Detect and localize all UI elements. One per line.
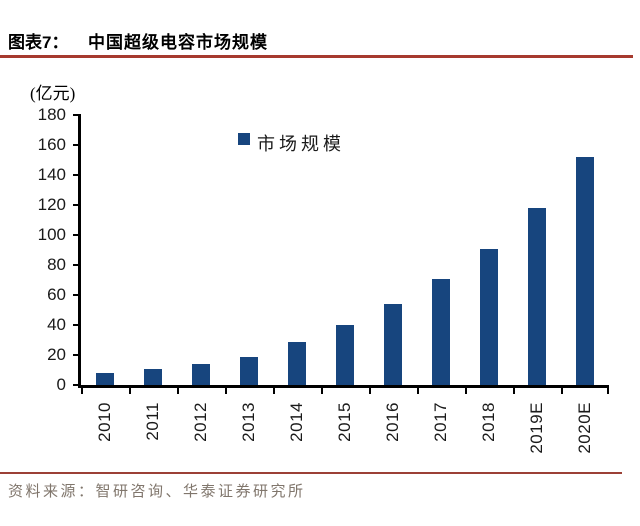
x-axis-label-2016: 2016 [369,402,417,487]
x-axis-label-text: 2011 [143,402,162,441]
x-axis-label-2014: 2014 [273,402,321,487]
y-axis-tick [73,234,81,236]
footer-rule [0,472,622,474]
x-axis-tick [417,388,419,394]
x-axis-label-text: 2016 [383,402,402,442]
bar-2012 [192,364,210,385]
y-axis-tick-label: 180 [37,105,66,124]
bar-2020E [576,157,594,385]
legend-label: 市场规模 [257,134,345,154]
y-axis-tick-label: 100 [37,225,66,244]
y-axis-tick [73,174,81,176]
source-attribution: 资料来源：智研咨询、华泰证券研究所 [8,484,306,500]
x-axis-tick [129,388,131,394]
x-axis-tick [465,388,467,394]
y-axis-tick [73,384,81,386]
x-axis-label-text: 2015 [335,402,354,442]
x-axis-label-text: 2019E [527,402,546,454]
y-axis-tick [73,324,81,326]
y-axis-tick [73,294,81,296]
bar-2019E [528,208,546,385]
x-axis-label-2018: 2018 [465,402,513,487]
x-axis-tick [369,388,371,394]
x-axis-tick [513,388,515,394]
x-axis-label-text: 2018 [479,402,498,442]
x-axis-label-2010: 2010 [81,402,129,487]
x-axis-label-text: 2010 [95,402,114,442]
x-axis-label-text: 2012 [191,402,210,442]
y-axis-tick-label: 40 [47,315,66,334]
y-axis-tick [73,144,81,146]
x-axis-tick [273,388,275,394]
x-axis-label-2015: 2015 [321,402,369,487]
y-axis-tick [73,204,81,206]
y-axis-tick [73,354,81,356]
x-axis-label-2013: 2013 [225,402,273,487]
x-axis-tick [177,388,179,394]
x-axis-tick [321,388,323,394]
figure-title: 中国超级电容市场规模 [88,33,268,52]
y-axis-unit-label: (亿元) [30,84,76,103]
x-axis-label-text: 2014 [287,402,306,442]
x-axis-tick [81,388,83,394]
x-axis-label-text: 2013 [239,402,258,442]
y-axis-tick-label: 140 [37,165,66,184]
x-axis-label-2011: 2011 [129,402,177,487]
bar-2013 [240,356,258,385]
x-axis-tick [225,388,227,394]
y-axis-tick-label: 0 [56,375,66,394]
y-axis-tick [73,114,81,116]
bar-2016 [384,304,402,385]
y-axis-tick-label: 20 [47,345,66,364]
y-axis-tick-label: 160 [37,135,66,154]
legend-swatch-icon [238,133,250,145]
x-axis-label-text: 2017 [431,402,450,442]
x-axis-label-2017: 2017 [417,402,465,487]
chart-legend: 市场规模 [238,130,345,156]
x-axis-label-2020E: 2020E [561,402,609,487]
plot-area: 0 20 40 60 80 100 120 140 160 180 2010 2011 2012 2013… [38,105,609,454]
x-axis-label-text: 2020E [575,402,594,454]
bar-2015 [336,325,354,385]
x-axis-label-2019E: 2019E [513,402,561,487]
x-axis-tick [607,388,609,394]
bar-2014 [288,342,306,385]
x-axis-label-2012: 2012 [177,402,225,487]
y-axis-tick-label: 120 [37,195,66,214]
y-axis-tick-label: 60 [47,285,66,304]
bar-2018 [480,248,498,385]
bar-2011 [144,369,162,385]
y-axis-tick [73,264,81,266]
x-axis-tick [561,388,563,394]
title-underline-rule [0,55,633,58]
bar-2017 [432,278,450,385]
y-axis-tick-label: 80 [47,255,66,274]
bar-2010 [96,373,114,385]
figure-number-label: 图表7： [8,33,69,52]
